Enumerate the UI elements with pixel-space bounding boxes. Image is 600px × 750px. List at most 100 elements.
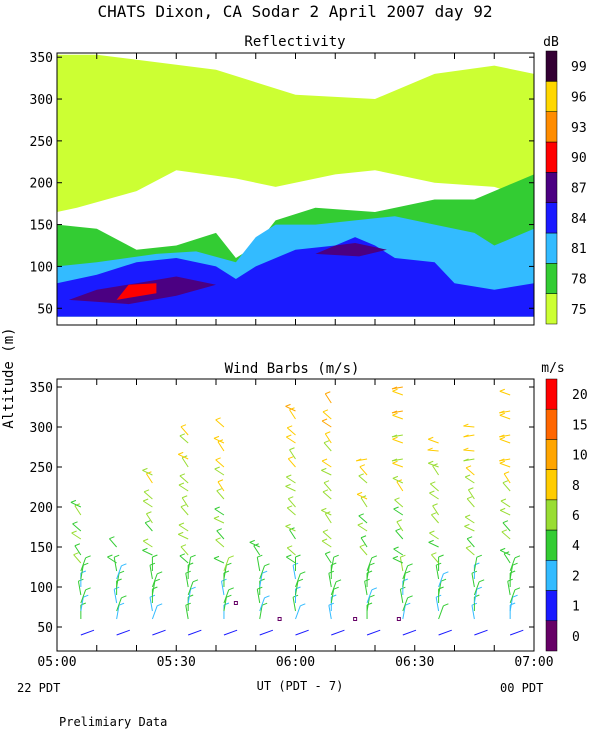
wind-barb-staff bbox=[360, 537, 368, 548]
wind-barb-flag bbox=[357, 522, 364, 526]
wind-barb-flag bbox=[152, 554, 158, 558]
wind-barb-staff bbox=[509, 565, 514, 580]
wind-barb-staff bbox=[213, 517, 225, 524]
wind-barb-flag bbox=[335, 579, 342, 583]
wind-barb-flag bbox=[500, 498, 507, 502]
wind-barb-staff bbox=[295, 581, 299, 596]
reflectivity-colorbar-swatch bbox=[545, 202, 558, 234]
wind-barb-flag bbox=[358, 513, 364, 517]
wind-barb-flag bbox=[358, 473, 364, 477]
wind-barb-flag bbox=[463, 423, 469, 427]
right-footer: 00 PDT bbox=[500, 681, 543, 695]
wind-barb-staff bbox=[286, 476, 296, 484]
wind-barb-flag bbox=[216, 528, 222, 532]
wind-barb-staff bbox=[256, 557, 261, 572]
wind-barb-staff bbox=[392, 438, 403, 444]
wind-barb-flag bbox=[463, 458, 469, 462]
wind-barb-staff bbox=[396, 521, 404, 532]
reflectivity-colorbar-label: 75 bbox=[571, 303, 587, 318]
wind-barb-staff bbox=[359, 466, 368, 476]
wind-barb-staff bbox=[295, 629, 309, 636]
wind-barb-staff bbox=[360, 497, 368, 508]
wind-barb-staff bbox=[116, 565, 122, 580]
wind-barb-flag bbox=[261, 602, 268, 606]
wind-barb-staff bbox=[285, 525, 296, 532]
wind-barb-flag bbox=[514, 555, 521, 559]
reflectivity-band-75-0 bbox=[57, 54, 534, 213]
wind-barb-flag bbox=[432, 503, 438, 507]
reflectivity-panel: Reflectivity 50 100 150 200 250 300 350 75 78 81… bbox=[30, 34, 587, 326]
wind-barb-staff bbox=[463, 449, 475, 452]
wind-barb-flag bbox=[502, 480, 509, 484]
reflectivity-y-tick-label: 200 bbox=[30, 177, 53, 192]
wind-barb-staff bbox=[438, 573, 444, 588]
wind-barb-flag bbox=[501, 529, 508, 533]
wind-barb-flag bbox=[359, 544, 366, 548]
wind-colorbar-swatch bbox=[545, 378, 558, 410]
wind-barb-flag bbox=[325, 511, 331, 515]
wind-barb-flag bbox=[215, 417, 221, 421]
wind-barb-flag bbox=[369, 562, 375, 566]
wind-barb-staff bbox=[214, 508, 225, 516]
wind-barb-flag bbox=[190, 586, 196, 590]
wind-barb-flag bbox=[180, 504, 187, 508]
reflectivity-colorbar-unit: dB bbox=[543, 35, 559, 50]
wind-barb-flag bbox=[323, 480, 330, 484]
wind-barb-staff bbox=[499, 414, 511, 420]
wind-barb-staff bbox=[286, 547, 296, 556]
wind-barb-flag bbox=[499, 410, 505, 414]
reflectivity-colorbar: 75 78 81 84 87 90 93 96 99 bbox=[545, 50, 587, 325]
wind-barb-staff bbox=[287, 498, 296, 508]
wind-barb-staff bbox=[142, 469, 153, 476]
wind-barb-flag bbox=[428, 436, 434, 440]
wind-barb-flag bbox=[322, 489, 329, 493]
reflectivity-colorbar-label: 84 bbox=[571, 212, 587, 227]
wind-barb-flag bbox=[249, 539, 255, 543]
wind-barb-flag bbox=[322, 529, 329, 533]
wind-barb-staff bbox=[179, 555, 189, 564]
wind-barb-flag bbox=[118, 602, 125, 606]
wind-barb-flag bbox=[192, 579, 199, 583]
wind-calm-marker bbox=[353, 617, 358, 621]
wind-barb-flag bbox=[356, 491, 363, 495]
wind-barb-staff bbox=[256, 589, 261, 604]
wind-barb-flag bbox=[154, 578, 161, 582]
wind-barb-flag bbox=[264, 595, 270, 599]
wind-barb-flag bbox=[322, 409, 329, 413]
wind-barb-staff bbox=[438, 629, 452, 636]
wind-barb-flag bbox=[144, 520, 151, 524]
wind-barb-staff bbox=[80, 629, 95, 636]
wind-barb-flag bbox=[286, 434, 292, 438]
wind-barb-flag bbox=[217, 479, 224, 483]
wind-barb-staff bbox=[432, 505, 440, 516]
wind-barb-flag bbox=[512, 562, 518, 566]
wind-barb-flag bbox=[215, 457, 221, 461]
wind-barb-flag bbox=[476, 586, 482, 590]
wind-barb-flag bbox=[393, 506, 399, 510]
wind-barb-staff bbox=[428, 462, 439, 468]
wind-calm-marker bbox=[396, 617, 401, 621]
wind-barb-flag bbox=[142, 498, 149, 502]
wind-barb-flag bbox=[228, 587, 234, 591]
wind-barb-flag bbox=[213, 515, 220, 519]
wind-y-tick-label: 350 bbox=[30, 381, 53, 396]
reflectivity-colorbar-swatch bbox=[545, 111, 558, 143]
wind-barb-staff bbox=[465, 547, 475, 556]
wind-barb-staff bbox=[178, 484, 189, 492]
wind-x-tick-label: 05:00 bbox=[37, 655, 76, 670]
wind-barb-staff bbox=[394, 499, 404, 508]
wind-barb-flag bbox=[288, 456, 294, 460]
wind-barb-flag bbox=[85, 587, 91, 591]
reflectivity-band-84-3 bbox=[57, 237, 534, 317]
wind-barb-staff bbox=[499, 438, 511, 444]
wind-barb-flag bbox=[181, 455, 188, 459]
wind-barb-flag bbox=[391, 458, 398, 462]
wind-barb-staff bbox=[330, 557, 335, 572]
figure-title: CHATS Dixon, CA Sodar 2 April 2007 day 9… bbox=[98, 2, 493, 21]
wind-barb-staff bbox=[116, 629, 130, 636]
wind-barb-staff bbox=[185, 573, 189, 588]
wind-barb-flag bbox=[392, 555, 399, 559]
wind-barb-staff bbox=[324, 393, 332, 404]
wind-barb-flag bbox=[360, 495, 367, 499]
